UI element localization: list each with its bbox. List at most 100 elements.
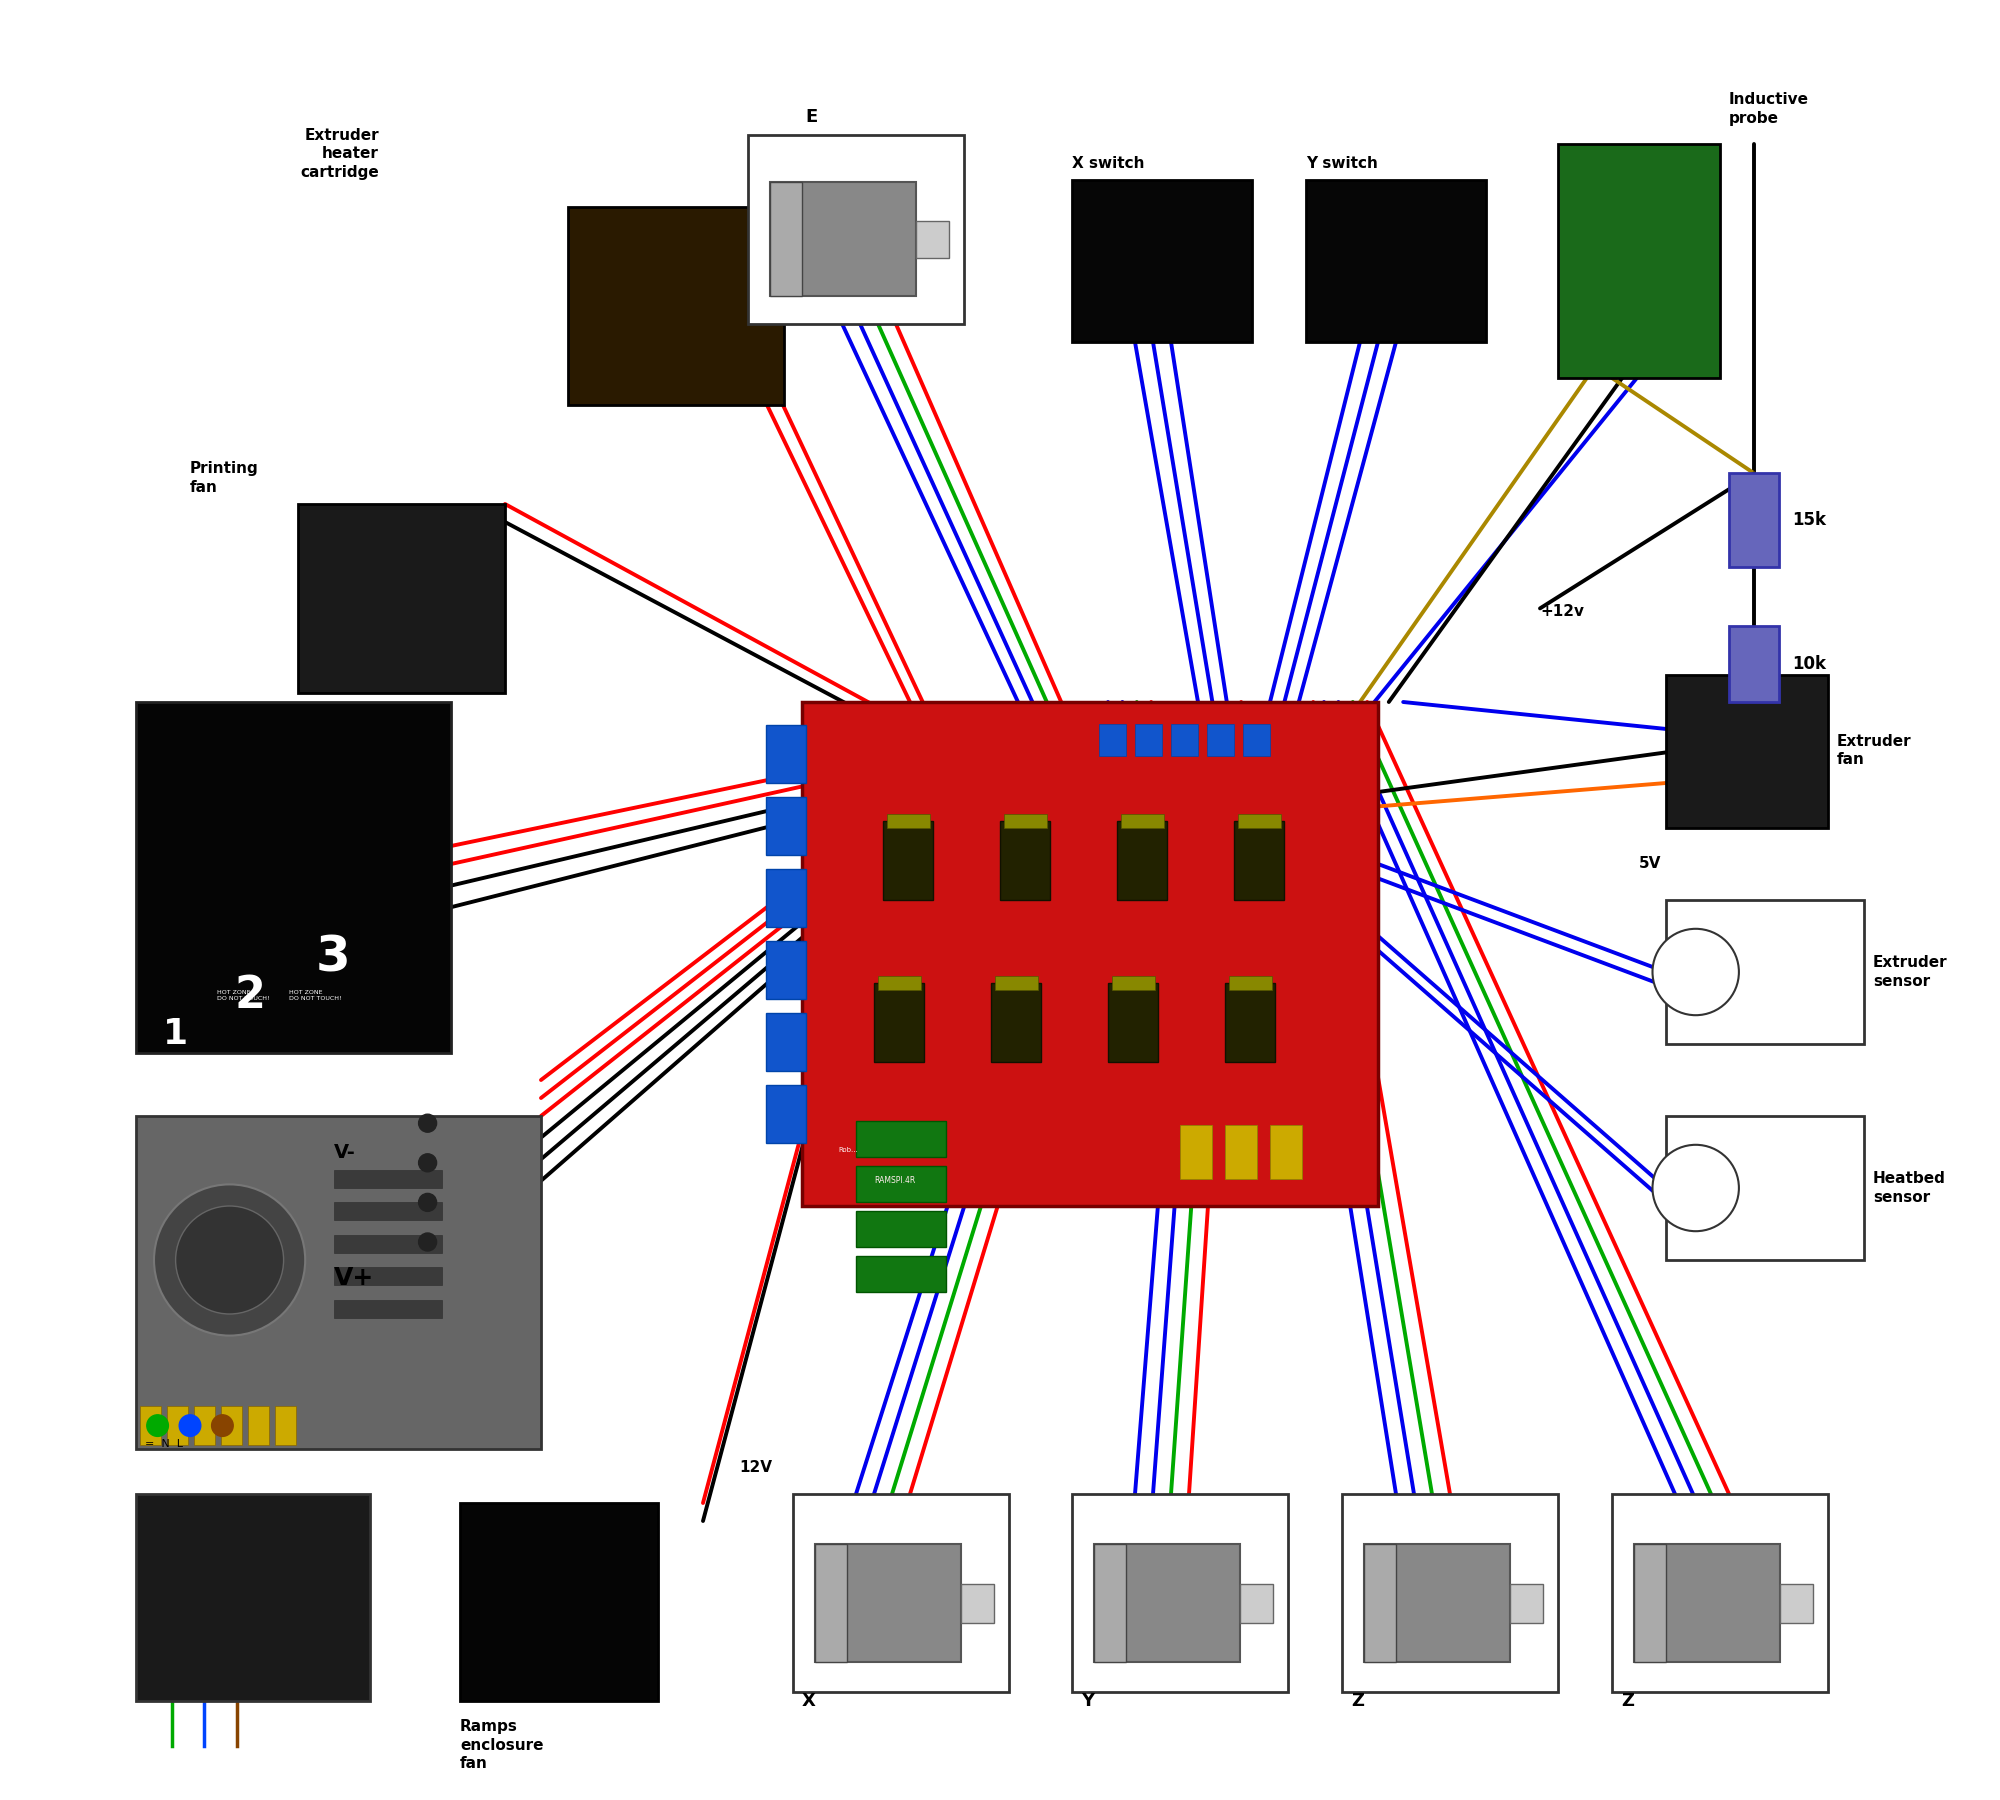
Bar (1224, 1125, 1258, 1179)
Bar (1100, 724, 1126, 756)
Circle shape (418, 1114, 436, 1132)
Text: Maker r.com: Maker r.com (800, 1051, 1200, 1109)
Bar (1072, 180, 1252, 342)
Bar (1224, 983, 1276, 1062)
Bar (298, 504, 504, 693)
Circle shape (154, 1184, 306, 1336)
Circle shape (176, 1206, 284, 1314)
Text: Inductive
probe: Inductive probe (1728, 92, 1808, 126)
Bar (1634, 1544, 1780, 1663)
Text: Ramps
enclosure
fan: Ramps enclosure fan (460, 1719, 544, 1771)
Bar (1510, 1584, 1542, 1624)
Bar (874, 983, 924, 1062)
Text: X: X (802, 1692, 816, 1710)
Bar (1094, 1544, 1240, 1663)
Bar (1364, 1544, 1510, 1663)
Circle shape (418, 1193, 436, 1211)
Text: Z: Z (1352, 1692, 1364, 1710)
Text: Extruder
fan: Extruder fan (1836, 734, 1912, 767)
Bar (568, 207, 784, 405)
Bar (1120, 814, 1164, 828)
Bar (1612, 1494, 1828, 1692)
Bar (1172, 724, 1198, 756)
Bar (814, 1544, 962, 1663)
Text: 10k: 10k (1792, 655, 1826, 673)
Bar (856, 1121, 946, 1157)
Text: Printing
fan: Printing fan (190, 461, 258, 495)
Bar (1004, 814, 1046, 828)
Text: E: E (806, 108, 818, 126)
Text: HOT ZONE
DO NOT TOUCH!: HOT ZONE DO NOT TOUCH! (216, 990, 270, 1001)
Text: Rob...: Rob... (838, 1147, 858, 1154)
Bar (814, 1544, 846, 1663)
Text: =  N  L: = N L (144, 1438, 182, 1449)
Text: Y switch: Y switch (1306, 157, 1378, 171)
Bar (1666, 675, 1828, 828)
Text: HOT ZONE
DO NOT TOUCH!: HOT ZONE DO NOT TOUCH! (288, 990, 342, 1001)
Bar (856, 1256, 946, 1292)
Bar (1136, 724, 1162, 756)
Text: Z: Z (1620, 1692, 1634, 1710)
Bar (1094, 1544, 1126, 1663)
Circle shape (418, 1154, 436, 1172)
Bar (1364, 1544, 1396, 1663)
Bar (334, 1267, 442, 1285)
Text: +12v: +12v (1540, 605, 1584, 619)
Bar (748, 135, 964, 324)
Bar (1666, 900, 1864, 1044)
Bar (1112, 976, 1154, 990)
Text: RAMSPI.4R: RAMSPI.4R (874, 1175, 916, 1184)
Bar (886, 814, 930, 828)
Bar (1728, 626, 1780, 702)
Bar (766, 1013, 806, 1071)
Bar (194, 1406, 216, 1445)
Bar (1240, 1584, 1272, 1624)
Text: Extruder
sensor: Extruder sensor (1872, 956, 1948, 988)
Bar (1558, 144, 1720, 378)
Bar (334, 1202, 442, 1220)
Bar (1116, 821, 1168, 900)
Text: V+: V+ (334, 1265, 374, 1291)
Bar (1238, 814, 1280, 828)
Bar (792, 1494, 1010, 1692)
Bar (334, 1235, 442, 1253)
Bar (770, 182, 802, 295)
Bar (140, 1406, 162, 1445)
Bar (962, 1584, 994, 1624)
Bar (1666, 1116, 1864, 1260)
Bar (1306, 180, 1486, 342)
Bar (1728, 473, 1780, 567)
Bar (1234, 821, 1284, 900)
Bar (1228, 976, 1272, 990)
Bar (766, 1085, 806, 1143)
Bar (220, 1406, 242, 1445)
Bar (1072, 1494, 1288, 1692)
Bar (136, 1494, 370, 1701)
Bar (992, 983, 1042, 1062)
Bar (1634, 1544, 1666, 1663)
Bar (274, 1406, 296, 1445)
Text: Extruder
heater
cartridge: Extruder heater cartridge (300, 128, 380, 180)
Text: V-: V- (334, 1143, 356, 1161)
Text: Heatbed
sensor: Heatbed sensor (1872, 1172, 1946, 1204)
Text: 5V: 5V (1640, 857, 1662, 871)
Bar (460, 1503, 658, 1701)
Text: 12V: 12V (740, 1460, 772, 1474)
Bar (1108, 983, 1158, 1062)
Bar (136, 702, 452, 1053)
Circle shape (180, 1415, 200, 1436)
Bar (1342, 1494, 1558, 1692)
Bar (1000, 821, 1050, 900)
Bar (916, 221, 948, 257)
Circle shape (212, 1415, 234, 1436)
Bar (334, 1300, 442, 1318)
Circle shape (1652, 929, 1738, 1015)
Text: 2: 2 (236, 974, 266, 1017)
Text: 1: 1 (162, 1017, 188, 1051)
Bar (1270, 1125, 1302, 1179)
Bar (1208, 724, 1234, 756)
Bar (1780, 1584, 1812, 1624)
Text: 15k: 15k (1792, 511, 1826, 529)
Bar (766, 941, 806, 999)
Bar (770, 182, 916, 295)
